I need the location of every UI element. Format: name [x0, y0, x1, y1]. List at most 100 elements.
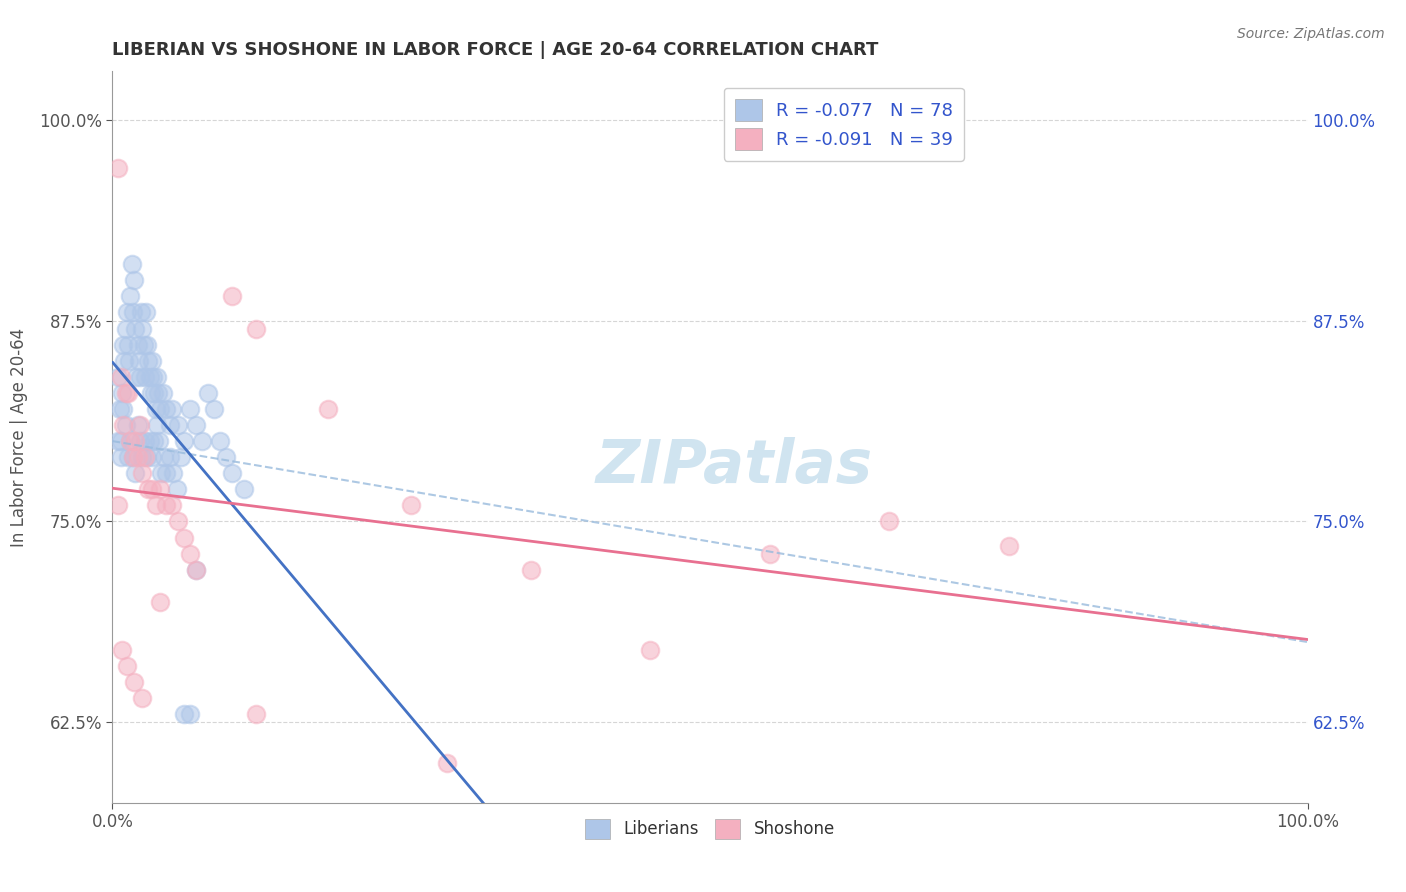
- Point: [131, 321, 153, 335]
- Point: [121, 450, 143, 465]
- Point: [186, 563, 208, 577]
- Point: [146, 385, 169, 400]
- Point: [179, 707, 201, 722]
- Point: [127, 337, 149, 351]
- Point: [110, 434, 132, 449]
- Point: [138, 483, 160, 497]
- Point: [115, 659, 138, 673]
- Point: [139, 385, 162, 400]
- Point: [114, 353, 135, 368]
- Point: [129, 369, 152, 384]
- Point: [120, 289, 142, 303]
- Point: [162, 401, 183, 416]
- Point: [124, 467, 146, 481]
- Point: [436, 756, 458, 770]
- Point: [759, 547, 782, 561]
- Point: [117, 450, 139, 465]
- Point: [131, 450, 153, 465]
- Point: [122, 273, 145, 287]
- Point: [127, 450, 149, 465]
- Point: [998, 539, 1021, 553]
- Point: [141, 450, 163, 465]
- Point: [159, 450, 181, 465]
- Point: [124, 321, 146, 335]
- Point: [138, 353, 160, 368]
- Point: [117, 337, 139, 351]
- Point: [120, 434, 142, 449]
- Point: [112, 337, 135, 351]
- Point: [135, 305, 157, 319]
- Point: [316, 401, 339, 416]
- Point: [132, 337, 155, 351]
- Point: [197, 385, 219, 400]
- Point: [107, 499, 129, 513]
- Point: [111, 385, 134, 400]
- Point: [107, 434, 129, 449]
- Point: [112, 401, 135, 416]
- Point: [162, 467, 184, 481]
- Text: LIBERIAN VS SHOSHONE IN LABOR FORCE | AGE 20-64 CORRELATION CHART: LIBERIAN VS SHOSHONE IN LABOR FORCE | AG…: [112, 41, 879, 59]
- Point: [136, 450, 159, 465]
- Point: [111, 643, 134, 657]
- Point: [134, 369, 156, 384]
- Point: [124, 434, 146, 449]
- Point: [121, 305, 143, 319]
- Point: [121, 257, 143, 271]
- Point: [179, 401, 201, 416]
- Point: [145, 369, 167, 384]
- Point: [110, 450, 132, 465]
- Point: [129, 434, 152, 449]
- Point: [107, 369, 129, 384]
- Point: [142, 369, 165, 384]
- Point: [145, 499, 167, 513]
- Point: [122, 675, 145, 690]
- Point: [138, 434, 160, 449]
- Point: [155, 467, 177, 481]
- Point: [169, 450, 191, 465]
- Point: [118, 353, 141, 368]
- Point: [134, 450, 156, 465]
- Point: [114, 321, 136, 335]
- Text: Source: ZipAtlas.com: Source: ZipAtlas.com: [1237, 27, 1385, 41]
- Point: [138, 369, 160, 384]
- Point: [129, 305, 152, 319]
- Point: [125, 369, 148, 384]
- Point: [114, 417, 136, 432]
- Point: [117, 385, 139, 400]
- Point: [520, 563, 543, 577]
- Point: [173, 434, 195, 449]
- Point: [150, 467, 173, 481]
- Point: [153, 450, 176, 465]
- Point: [209, 434, 232, 449]
- Point: [155, 401, 177, 416]
- Point: [166, 483, 188, 497]
- Point: [640, 643, 662, 657]
- Point: [149, 483, 172, 497]
- Point: [152, 385, 174, 400]
- Point: [162, 499, 183, 513]
- Point: [145, 401, 167, 416]
- Point: [149, 401, 172, 416]
- Text: ZIPatlas: ZIPatlas: [595, 437, 873, 496]
- Point: [155, 499, 177, 513]
- Point: [186, 417, 208, 432]
- Point: [173, 531, 195, 545]
- Point: [143, 434, 166, 449]
- Point: [141, 483, 163, 497]
- Legend: Liberians, Shoshone: Liberians, Shoshone: [578, 812, 842, 846]
- Point: [186, 563, 208, 577]
- Point: [131, 691, 153, 706]
- Y-axis label: In Labor Force | Age 20-64: In Labor Force | Age 20-64: [10, 327, 28, 547]
- Point: [191, 434, 214, 449]
- Point: [134, 434, 156, 449]
- Point: [127, 417, 149, 432]
- Point: [110, 369, 132, 384]
- Point: [131, 467, 153, 481]
- Point: [115, 305, 138, 319]
- Point: [167, 515, 190, 529]
- Point: [129, 417, 152, 432]
- Point: [108, 401, 131, 416]
- Point: [221, 289, 243, 303]
- Point: [149, 595, 172, 609]
- Point: [173, 707, 195, 722]
